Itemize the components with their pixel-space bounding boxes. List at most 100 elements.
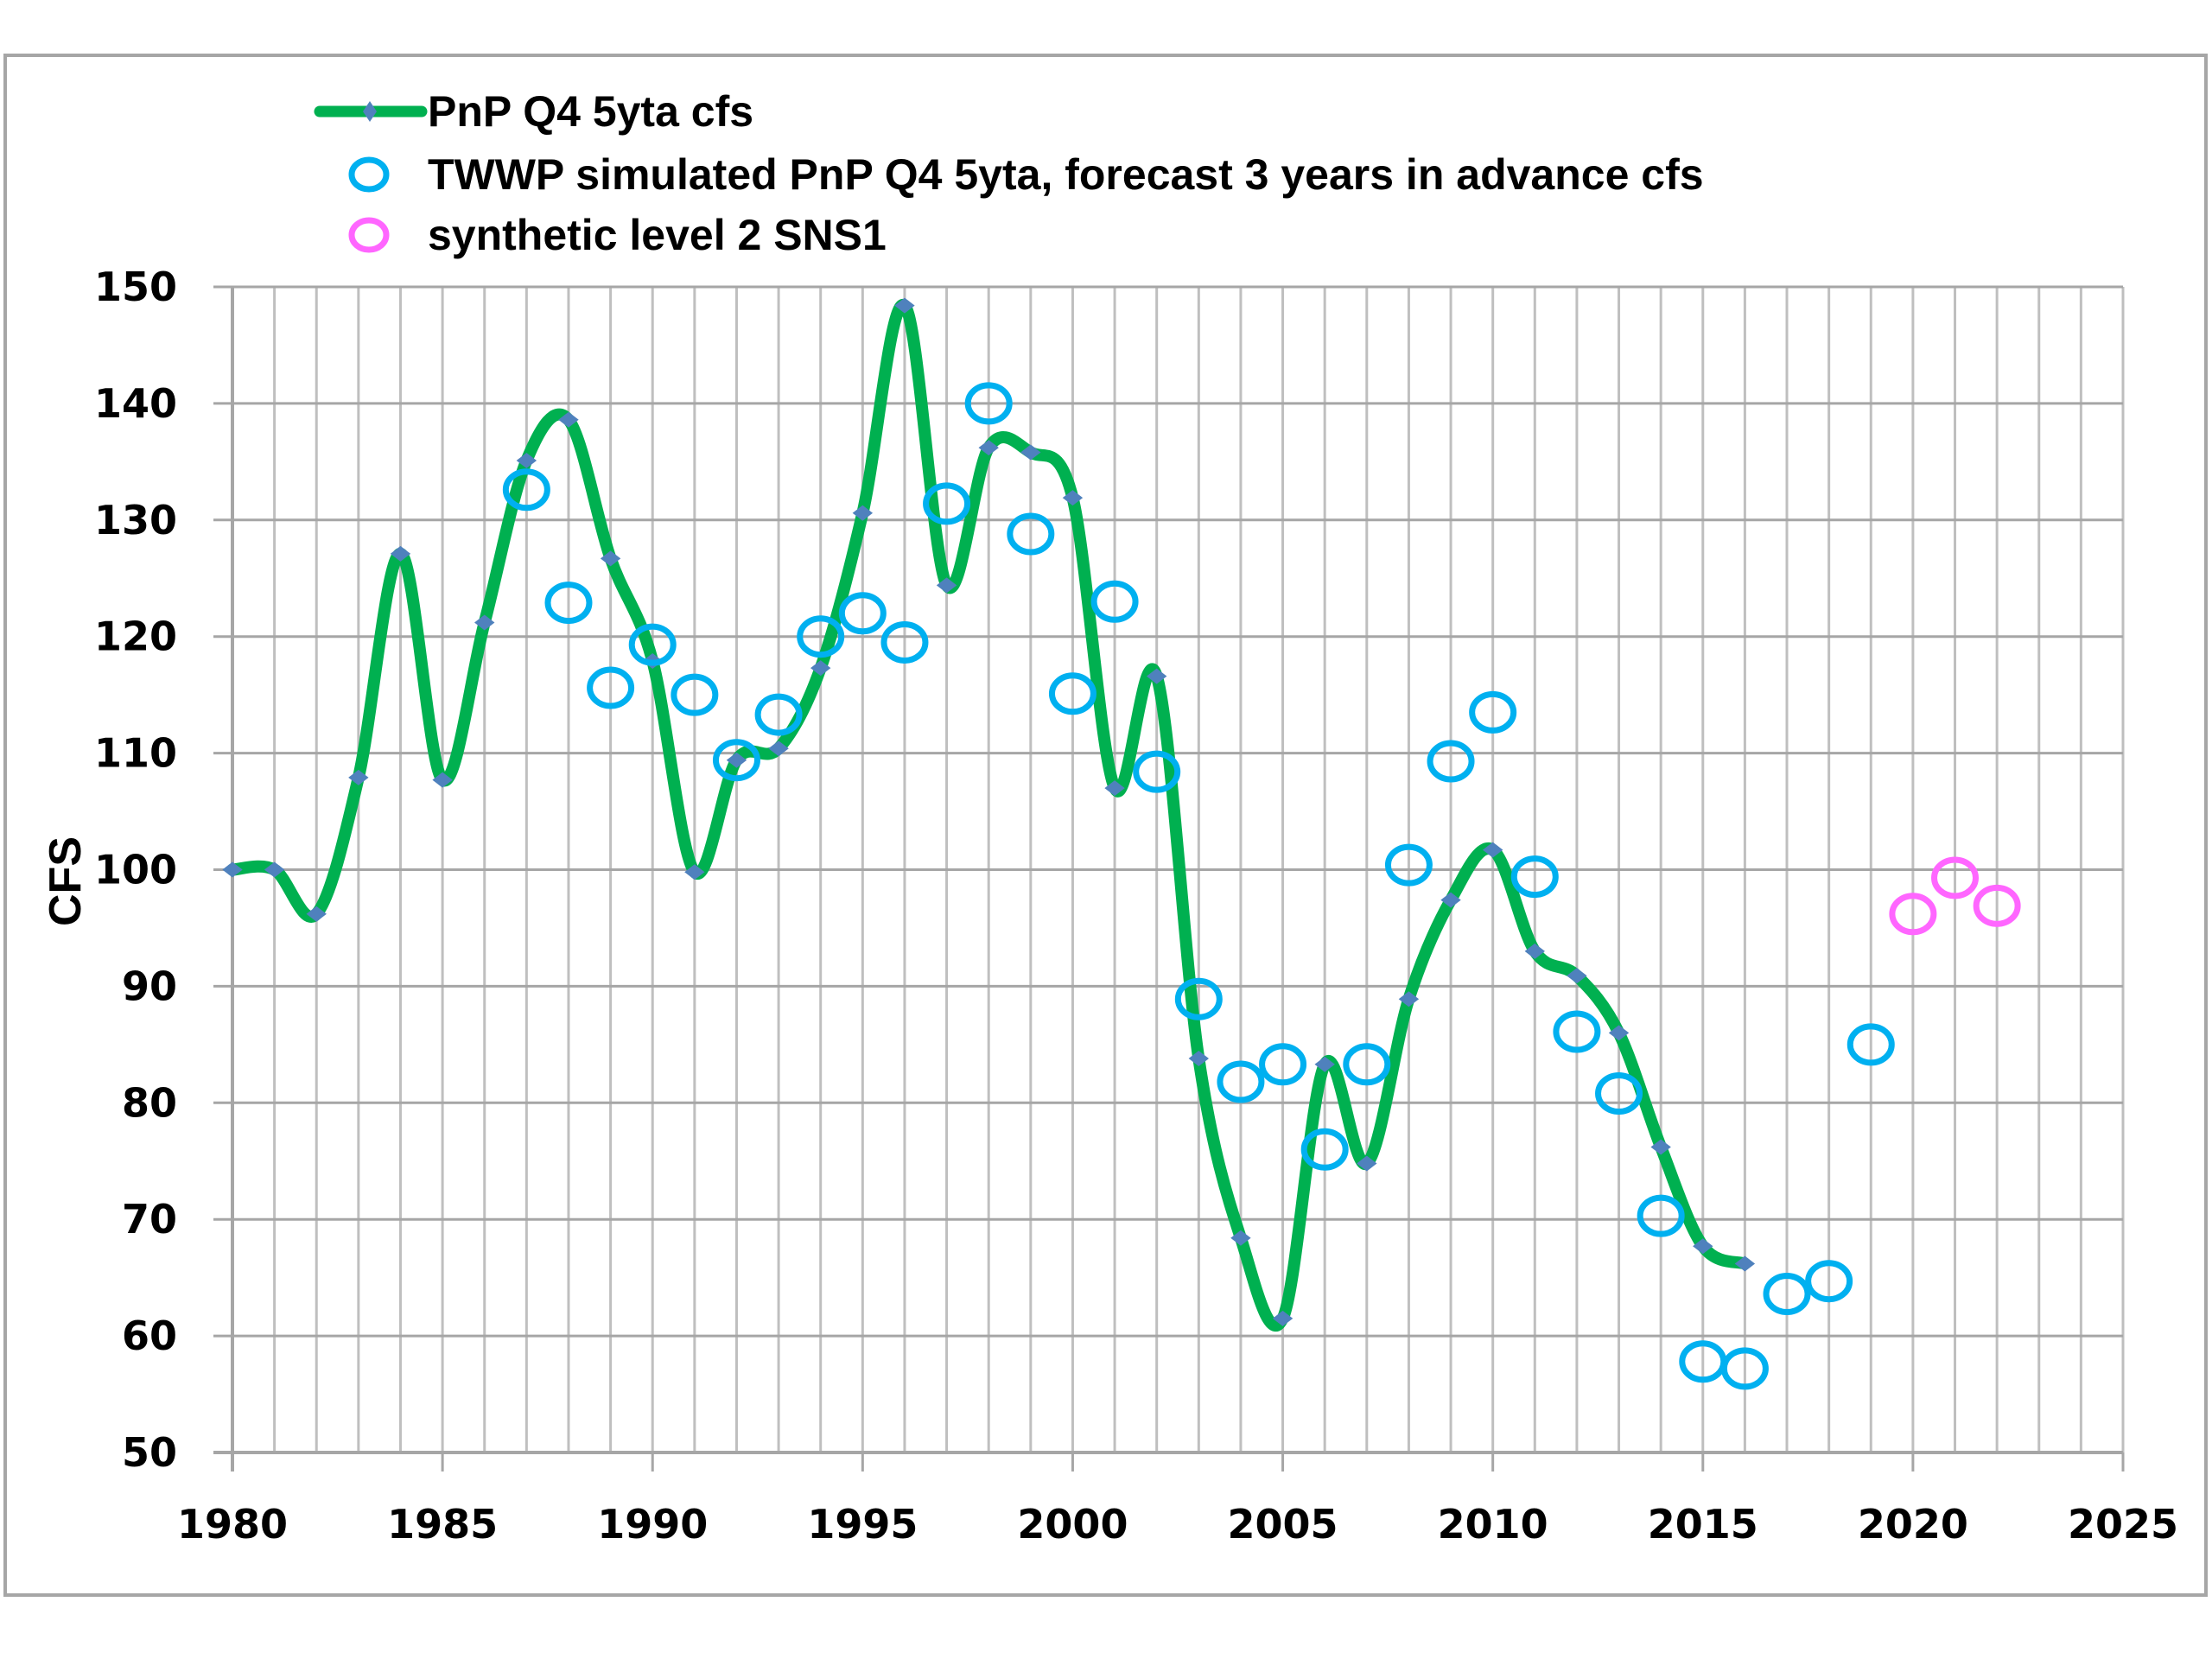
data-point-diamond: [1608, 1025, 1630, 1041]
data-point-twwp: [1090, 580, 1139, 623]
data-point-twwp: [797, 615, 845, 658]
data-point-diamond: [1734, 1255, 1756, 1272]
data-point-diamond: [600, 550, 621, 567]
data-point-twwp: [1720, 1347, 1769, 1390]
data-point-diamond: [936, 577, 957, 594]
data-point-diamond: [810, 660, 831, 677]
x-tick-label: 2015: [1648, 1501, 1758, 1548]
data-point-twwp: [1048, 672, 1096, 715]
data-point-twwp: [1133, 750, 1181, 793]
data-point-diamond: [1146, 668, 1167, 684]
data-point-twwp: [502, 468, 550, 512]
legend-item-twwp: TWWP simulated PnP Q4 5yta, forecast 3 y…: [348, 150, 1704, 199]
data-point-twwp: [1805, 1260, 1853, 1303]
data-point-twwp: [1174, 977, 1223, 1020]
data-point-twwp: [1259, 1043, 1307, 1086]
data-point-twwp: [1217, 1060, 1265, 1103]
data-point-twwp: [712, 739, 760, 782]
y-axis-tick-labels: 50 60 70 80 90 100 110 120 130 140 150: [94, 264, 177, 1476]
series-layer: [222, 297, 2021, 1390]
data-point-diamond: [852, 505, 874, 521]
y-tick-label: 60: [122, 1313, 177, 1359]
data-point-diamond: [1524, 943, 1545, 959]
data-point-twwp: [1007, 512, 1055, 556]
data-point-twwp: [544, 582, 593, 625]
data-point-diamond: [726, 752, 747, 768]
data-point-diamond: [1104, 780, 1125, 797]
data-point-synthetic: [1973, 884, 2021, 927]
data-point-twwp: [1510, 855, 1559, 899]
data-point-synthetic: [1931, 856, 1980, 899]
y-tick-label: 120: [94, 613, 177, 660]
data-point-twwp: [1595, 1072, 1643, 1116]
legend-label: synthetic level 2 SNS1: [428, 211, 887, 259]
data-point-twwp: [1637, 1194, 1685, 1237]
x-tick-label: 2000: [1017, 1501, 1128, 1548]
data-point-diamond: [978, 440, 999, 456]
data-point-diamond: [1314, 1056, 1335, 1072]
data-point-diamond: [1188, 1051, 1210, 1067]
x-tick-label: 2020: [1858, 1501, 1968, 1548]
data-point-twwp: [1300, 1128, 1349, 1171]
data-point-diamond: [1650, 1139, 1671, 1155]
x-tick-label: 2005: [1228, 1501, 1338, 1548]
data-point-twwp: [1469, 690, 1517, 734]
data-point-diamond: [348, 769, 369, 785]
data-point-diamond: [1020, 444, 1041, 461]
data-point-diamond: [1482, 842, 1503, 858]
data-point-twwp: [1553, 1010, 1601, 1053]
y-tick-label: 50: [122, 1429, 177, 1476]
data-point-twwp: [1847, 1023, 1895, 1066]
legend-circle-marker: [348, 217, 390, 253]
y-axis-title: CFS: [41, 836, 91, 926]
y-tick-label: 140: [94, 380, 177, 427]
data-point-synthetic: [1889, 893, 1937, 936]
data-point-diamond: [474, 614, 495, 631]
data-point-twwp: [1763, 1273, 1811, 1316]
series-0: [222, 297, 1756, 1332]
legend-circle-marker: [348, 156, 390, 193]
data-point-diamond: [1567, 968, 1587, 984]
y-tick-label: 80: [122, 1079, 177, 1126]
data-point-diamond: [306, 906, 327, 922]
legend-item-synthetic: synthetic level 2 SNS1: [348, 211, 887, 259]
data-point-diamond: [390, 545, 411, 562]
data-point-diamond: [1230, 1230, 1251, 1246]
y-tick-label: 90: [122, 963, 177, 1009]
y-tick-label: 100: [94, 847, 177, 893]
series-2: [1889, 856, 2021, 936]
gridlines: [213, 285, 2125, 1452]
legend-diamond-marker: [363, 101, 377, 122]
data-point-diamond: [1693, 1238, 1713, 1255]
data-point-twwp: [1427, 740, 1475, 783]
data-point-diamond: [558, 411, 579, 428]
data-point-twwp: [587, 666, 635, 709]
legend-item-pnp: PnP Q4 5yta cfs: [314, 87, 753, 136]
x-tick-label: 2025: [2068, 1501, 2178, 1548]
y-tick-label: 130: [94, 497, 177, 543]
x-axis-tick-labels: 1980 1985 1990 1995 2000 2005 2010 2015 2020 2025: [177, 1501, 2178, 1548]
axes: [213, 287, 2125, 1471]
legend-label: PnP Q4 5yta cfs: [428, 87, 753, 136]
data-point-twwp: [671, 673, 719, 716]
data-point-diamond: [264, 861, 285, 878]
data-point-twwp: [964, 382, 1013, 425]
data-point-diamond: [1440, 892, 1461, 908]
x-tick-label: 1985: [387, 1501, 498, 1548]
data-point-diamond: [768, 741, 789, 757]
x-tick-label: 1980: [177, 1501, 288, 1548]
data-point-twwp: [880, 620, 929, 664]
data-point-diamond: [1062, 490, 1084, 506]
data-point-diamond: [1357, 1155, 1377, 1172]
y-tick-label: 70: [122, 1196, 177, 1243]
series-1: [502, 382, 1895, 1390]
data-point-twwp: [754, 693, 803, 736]
data-point-twwp: [923, 482, 971, 525]
y-tick-label: 150: [94, 264, 177, 310]
legend: PnP Q4 5yta cfs TWWP simulated PnP Q4 5y…: [314, 87, 1704, 259]
data-point-diamond: [684, 864, 705, 880]
chart-frame: [3, 54, 2208, 1597]
data-point-diamond: [1398, 991, 1420, 1007]
x-tick-label: 1990: [597, 1501, 708, 1548]
data-point-twwp: [1343, 1043, 1391, 1086]
